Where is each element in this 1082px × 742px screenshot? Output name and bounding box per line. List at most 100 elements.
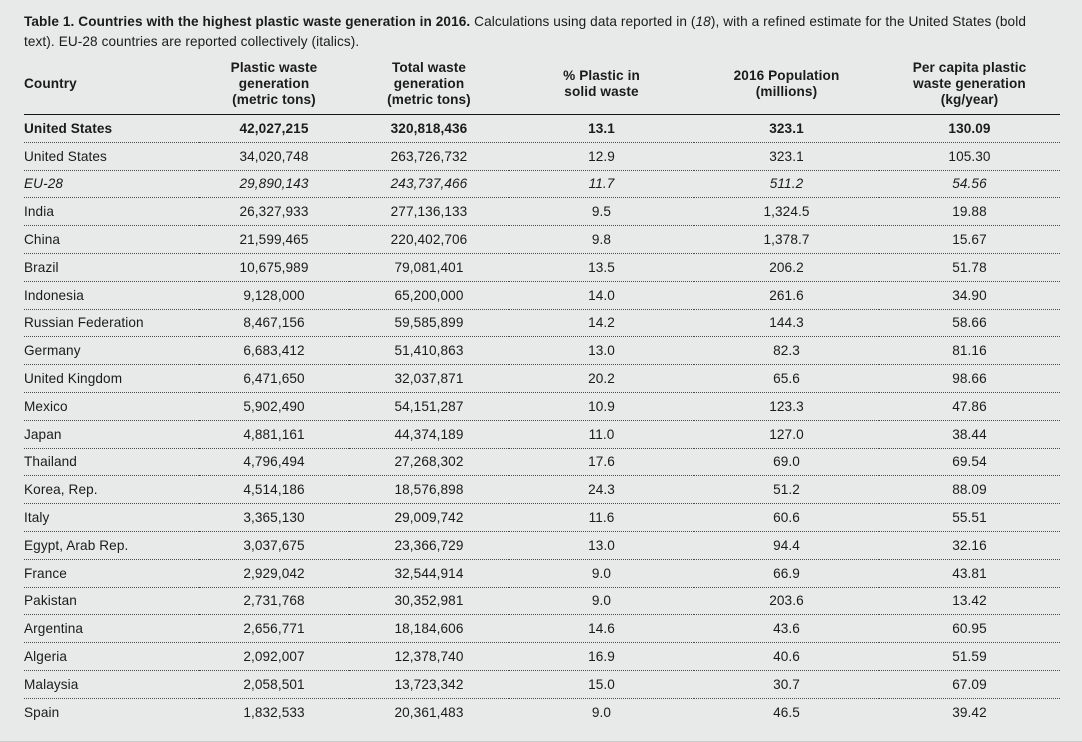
cell-per-capita: 47.86 — [952, 398, 987, 414]
table-row: Japan 4,881,161 44,374,189 11.0 127.0 38… — [24, 420, 1060, 449]
column-header-pct-plastic: % Plastic in solid waste — [563, 68, 640, 99]
cell-pct-plastic: 11.7 — [588, 176, 615, 192]
cell-pct-plastic: 14.2 — [588, 315, 615, 331]
cell-plastic-waste: 3,365,130 — [243, 510, 305, 526]
table-caption: Table 1. Countries with the highest plas… — [24, 12, 1060, 52]
cell-population: 261.6 — [769, 287, 804, 303]
table-row: Germany 6,683,412 51,410,863 13.0 82.3 8… — [24, 337, 1060, 365]
cell-total-waste: 54,151,287 — [394, 398, 464, 414]
cell-country: United States — [24, 120, 113, 136]
table-body: United States 42,027,215 320,818,436 13.… — [24, 115, 1060, 726]
cell-country: Pakistan — [24, 593, 77, 609]
table-header-row: Country Plastic waste generation (metric… — [24, 58, 1060, 115]
cell-population: 127.0 — [769, 426, 804, 442]
cell-per-capita: 43.81 — [952, 565, 987, 581]
cell-per-capita: 13.42 — [952, 593, 987, 609]
cell-country: Italy — [24, 510, 50, 526]
cell-pct-plastic: 13.0 — [588, 343, 615, 359]
cell-plastic-waste: 8,467,156 — [243, 315, 305, 331]
cell-pct-plastic: 11.0 — [588, 426, 615, 442]
cell-pct-plastic: 24.3 — [588, 482, 615, 498]
cell-plastic-waste: 10,675,989 — [239, 259, 309, 275]
cell-population: 144.3 — [769, 315, 804, 331]
cell-pct-plastic: 20.2 — [588, 371, 615, 387]
cell-per-capita: 19.88 — [952, 204, 987, 220]
cell-per-capita: 130.09 — [948, 120, 991, 136]
cell-population: 323.1 — [769, 148, 804, 164]
cell-per-capita: 69.54 — [952, 454, 987, 470]
cell-population: 40.6 — [773, 649, 800, 665]
cell-per-capita: 51.78 — [952, 259, 987, 275]
cell-country: Spain — [24, 704, 60, 720]
cell-country: Egypt, Arab Rep. — [24, 537, 129, 553]
cell-population: 46.5 — [773, 704, 800, 720]
cell-country: Russian Federation — [24, 315, 144, 331]
cell-total-waste: 32,544,914 — [394, 565, 464, 581]
cell-country: Japan — [24, 426, 62, 442]
column-header-total-waste: Total waste generation (metric tons) — [387, 60, 471, 107]
cell-total-waste: 18,576,898 — [394, 482, 464, 498]
cell-population: 51.2 — [773, 482, 800, 498]
cell-plastic-waste: 2,092,007 — [243, 649, 305, 665]
cell-plastic-waste: 2,731,768 — [243, 593, 305, 609]
cell-total-waste: 12,378,740 — [394, 649, 464, 665]
cell-total-waste: 20,361,483 — [394, 704, 464, 720]
cell-total-waste: 263,726,732 — [390, 148, 468, 164]
cell-pct-plastic: 9.0 — [591, 593, 612, 609]
cell-total-waste: 65,200,000 — [394, 287, 464, 303]
cell-total-waste: 13,723,342 — [394, 676, 464, 692]
table-row: United States 42,027,215 320,818,436 13.… — [24, 115, 1060, 143]
cell-population: 60.6 — [773, 510, 800, 526]
cell-population: 206.2 — [769, 259, 804, 275]
cell-country: Malaysia — [24, 676, 79, 692]
cell-per-capita: 88.09 — [952, 482, 987, 498]
cell-population: 43.6 — [773, 621, 800, 637]
table-row: Mexico 5,902,490 54,151,287 10.9 123.3 4… — [24, 392, 1060, 421]
table-row: France 2,929,042 32,544,914 9.0 66.9 43.… — [24, 559, 1060, 588]
cell-total-waste: 30,352,981 — [394, 593, 464, 609]
table-row: Thailand 4,796,494 27,268,302 17.6 69.0 … — [24, 448, 1060, 476]
table-row: Spain 1,832,533 20,361,483 9.0 46.5 39.4… — [24, 698, 1060, 725]
cell-plastic-waste: 4,514,186 — [243, 482, 305, 498]
cell-pct-plastic: 13.5 — [588, 259, 615, 275]
table-row: China 21,599,465 220,402,706 9.8 1,378.7… — [24, 226, 1060, 254]
cell-country: Mexico — [24, 398, 68, 414]
cell-plastic-waste: 3,037,675 — [243, 537, 305, 553]
table-row: United Kingdom 6,471,650 32,037,871 20.2… — [24, 365, 1060, 393]
cell-pct-plastic: 9.0 — [591, 704, 612, 720]
cell-country: Algeria — [24, 649, 68, 665]
cell-pct-plastic: 13.1 — [588, 120, 615, 136]
cell-population: 203.6 — [769, 593, 804, 609]
cell-population: 511.2 — [769, 176, 804, 192]
cell-country: France — [24, 565, 67, 581]
cell-plastic-waste: 29,890,143 — [239, 176, 309, 192]
table-caption-text-before-ref: Calculations using data reported in ( — [470, 14, 696, 29]
cell-per-capita: 54.56 — [952, 176, 987, 192]
cell-plastic-waste: 2,656,771 — [243, 621, 305, 637]
cell-total-waste: 23,366,729 — [394, 537, 464, 553]
table-row: Argentina 2,656,771 18,184,606 14.6 43.6… — [24, 615, 1060, 643]
cell-population: 323.1 — [769, 120, 804, 136]
reference-citation-18: 18 — [695, 14, 711, 29]
cell-pct-plastic: 9.5 — [591, 204, 612, 220]
cell-country: Argentina — [24, 621, 84, 637]
cell-country: Thailand — [24, 454, 77, 470]
table-row: Egypt, Arab Rep. 3,037,675 23,366,729 13… — [24, 531, 1060, 560]
cell-country: China — [24, 232, 61, 248]
cell-plastic-waste: 26,327,933 — [239, 204, 309, 220]
cell-country: United Kingdom — [24, 371, 123, 387]
cell-plastic-waste: 42,027,215 — [239, 120, 309, 136]
column-header-plastic-waste: Plastic waste generation (metric tons) — [230, 60, 318, 107]
cell-plastic-waste: 6,683,412 — [243, 343, 305, 359]
cell-pct-plastic: 14.6 — [588, 621, 615, 637]
cell-plastic-waste: 1,832,533 — [243, 704, 305, 720]
cell-country: Brazil — [24, 259, 59, 275]
cell-per-capita: 81.16 — [952, 343, 987, 359]
cell-population: 123.3 — [769, 398, 804, 414]
cell-per-capita: 55.51 — [952, 510, 987, 526]
cell-country: Korea, Rep. — [24, 482, 98, 498]
cell-population: 94.4 — [773, 537, 800, 553]
cell-pct-plastic: 14.0 — [588, 287, 615, 303]
cell-population: 82.3 — [773, 343, 800, 359]
cell-population: 69.0 — [773, 454, 800, 470]
